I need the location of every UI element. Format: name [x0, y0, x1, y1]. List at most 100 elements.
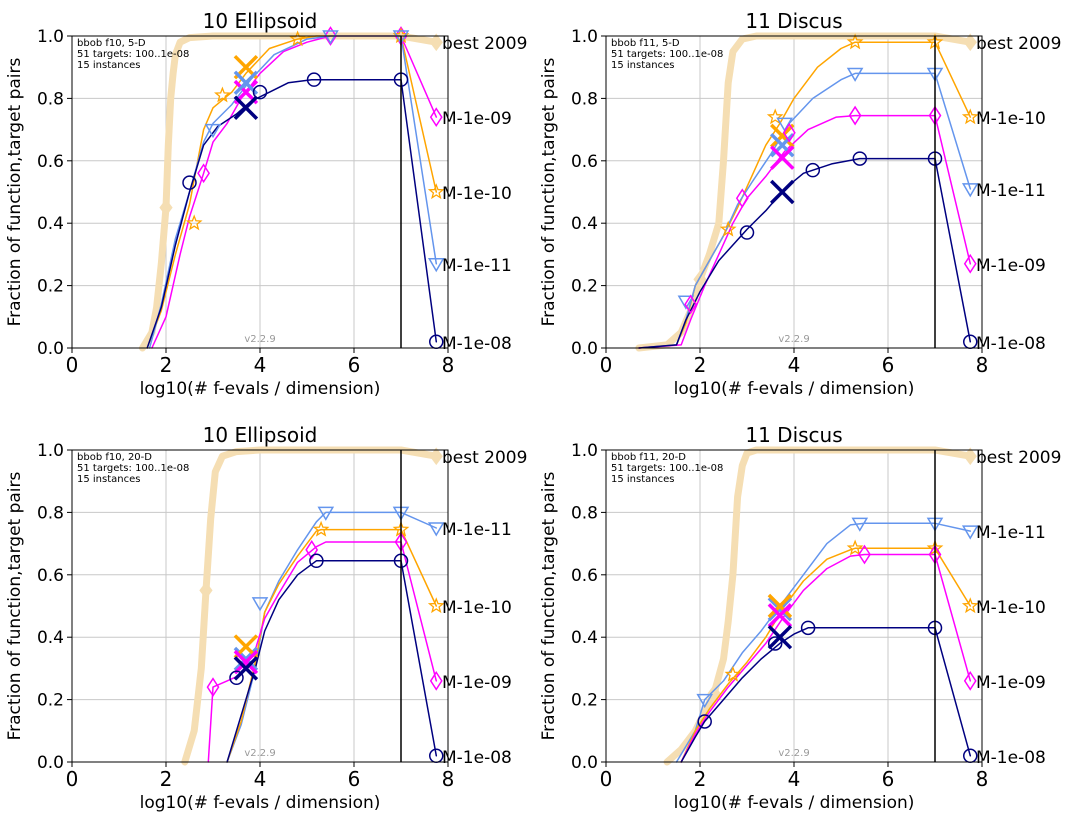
- version-text: v2.2.9: [244, 748, 275, 759]
- info-text: bbob f10, 5-D: [77, 38, 146, 49]
- series-end-label: M-1e-11: [442, 256, 512, 276]
- series-marker-m-1e-09: [963, 670, 977, 691]
- median-cross-m-1e-08: [233, 95, 259, 120]
- chart-title: 10 Ellipsoid: [203, 423, 318, 447]
- series-end-label: M-1e-11: [976, 523, 1046, 543]
- series-marker-m-1e-08: [252, 84, 268, 100]
- series-end-label: M-1e-10: [976, 109, 1046, 129]
- series-marker-m-1e-09: [305, 539, 319, 560]
- info-text: 51 targets: 100..1e-08: [611, 463, 723, 474]
- x-axis-label: log10(# f-evals / dimension): [674, 793, 915, 813]
- series-marker-m-1e-10: [427, 183, 445, 200]
- x-tick-label: 2: [160, 353, 173, 377]
- series-end-label: M-1e-10: [976, 598, 1046, 618]
- info-text: 15 instances: [77, 60, 140, 71]
- series-marker-m-1e-11: [392, 30, 410, 45]
- y-tick-label: 0.0: [37, 339, 64, 359]
- series-end-label: M-1e-10: [442, 598, 512, 618]
- series-line-m-1e-11: [675, 522, 972, 763]
- x-tick-label: 0: [600, 353, 613, 377]
- series-line-m-1e-08: [638, 157, 972, 349]
- y-tick-label: 0.8: [571, 503, 598, 523]
- series-line-m-1e-09: [207, 541, 438, 763]
- version-text: v2.2.9: [244, 334, 275, 345]
- series-marker-m-1e-11: [677, 295, 695, 310]
- series-marker-m-1e-08: [805, 162, 821, 178]
- series-end-label: M-1e-09: [976, 673, 1046, 693]
- y-tick-label: 0.0: [571, 339, 598, 359]
- info-text: bbob f11, 5-D: [611, 38, 680, 49]
- series-marker-m-1e-09: [735, 188, 749, 209]
- x-tick-label: 2: [160, 767, 173, 791]
- x-tick-label: 6: [348, 767, 361, 791]
- y-tick-label: 0.8: [37, 89, 64, 109]
- series-marker-m-1e-09: [782, 122, 796, 143]
- series-end-label: M-1e-11: [442, 520, 512, 540]
- median-cross-m-1e-08: [233, 656, 259, 681]
- series-line-m-1e-08: [226, 560, 438, 763]
- x-tick-label: 0: [600, 767, 613, 791]
- series-line-best-2009: [663, 446, 974, 766]
- series-end-label: M-1e-10: [442, 184, 512, 204]
- series-marker-m-1e-09: [197, 163, 210, 184]
- series-end-label: M-1e-08: [976, 748, 1046, 768]
- series-marker-m-1e-11: [776, 117, 793, 132]
- x-tick-label: 6: [882, 353, 895, 377]
- series-marker-m-1e-10: [214, 86, 231, 103]
- chart-panel-3: 0 2 4 6 8 0.0 0.2 0.4 0.6 0.8 1.0 10 Ellipsoid log10…: [5, 423, 527, 813]
- median-cross-m-1e-11: [233, 70, 259, 96]
- chart-panel-2: 0 2 4 6 8 0.0 0.2 0.4 0.6 0.8 1.0 11 Discus log10(# …: [539, 9, 1061, 399]
- series-end-label: best 2009: [442, 34, 527, 54]
- y-tick-label: 0.8: [571, 89, 598, 109]
- x-tick-label: 8: [442, 353, 455, 377]
- x-axis-label: log10(# f-evals / dimension): [140, 793, 381, 813]
- series-end-label: M-1e-11: [976, 181, 1046, 201]
- y-tick-label: 0.2: [571, 691, 598, 711]
- info-text: bbob f10, 20-D: [77, 452, 152, 463]
- series-line-m-1e-08: [146, 78, 438, 349]
- info-text: 51 targets: 100..1e-08: [611, 49, 723, 60]
- series-marker-m-1e-11: [317, 506, 335, 521]
- series-marker-m-1e-10: [719, 220, 737, 237]
- series-marker-m-1e-09: [429, 670, 443, 691]
- x-tick-label: 4: [254, 353, 267, 377]
- series-marker-m-1e-11: [851, 517, 869, 532]
- series-marker-m-1e-11: [846, 67, 864, 82]
- median-cross-m-1e-09: [770, 145, 795, 170]
- median-cross-m-1e-10: [770, 123, 795, 149]
- series-line-m-1e-09: [638, 114, 972, 349]
- y-tick-label: 0.4: [37, 214, 64, 234]
- info-text: 51 targets: 100..1e-08: [77, 49, 189, 60]
- x-tick-label: 6: [882, 767, 895, 791]
- series-end-label: M-1e-09: [976, 256, 1046, 276]
- x-tick-label: 4: [254, 767, 267, 791]
- y-tick-label: 0.6: [571, 152, 598, 172]
- y-tick-label: 1.0: [37, 441, 64, 461]
- chart-title: 10 Ellipsoid: [203, 9, 318, 33]
- x-tick-label: 6: [348, 353, 361, 377]
- series-marker-m-1e-10: [846, 33, 864, 50]
- info-text: 15 instances: [611, 474, 674, 485]
- y-tick-label: 0.6: [571, 566, 598, 586]
- series-marker-m-1e-11: [427, 522, 445, 537]
- series-marker-m-1e-10: [961, 597, 979, 614]
- series-end-label: best 2009: [976, 448, 1061, 468]
- series-marker-best-2009: [199, 581, 213, 600]
- y-tick-label: 0.4: [37, 628, 64, 648]
- chart-title: 11 Discus: [745, 423, 842, 447]
- version-text: v2.2.9: [778, 334, 809, 345]
- series-marker-m-1e-11: [322, 30, 339, 45]
- series-line-best-2009: [635, 32, 974, 352]
- chart-panel-1: 0 2 4 6 8 0.0 0.2 0.4 0.6 0.8 1.0 10 Ellipsoid log10…: [5, 9, 527, 399]
- series-marker-m-1e-11: [961, 525, 979, 540]
- series-end-label: best 2009: [976, 34, 1061, 54]
- series-marker-best-2009: [159, 198, 173, 217]
- series-line-m-1e-10: [226, 528, 438, 763]
- series-marker-m-1e-10: [766, 108, 784, 125]
- series-marker-m-1e-08: [739, 225, 755, 240]
- series-marker-m-1e-10: [724, 665, 742, 682]
- y-tick-label: 0.8: [37, 503, 64, 523]
- series-marker-m-1e-10: [289, 30, 306, 47]
- chart-title: 11 Discus: [745, 9, 842, 33]
- info-text: bbob f11, 20-D: [611, 452, 686, 463]
